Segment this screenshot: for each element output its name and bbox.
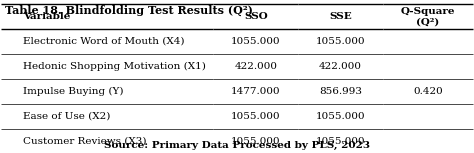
Text: Table 18. Blindfolding Test Results (Q²): Table 18. Blindfolding Test Results (Q²) — [5, 5, 253, 16]
Text: Source: Primary Data Processed by PLS, 2023: Source: Primary Data Processed by PLS, 2… — [104, 141, 370, 150]
